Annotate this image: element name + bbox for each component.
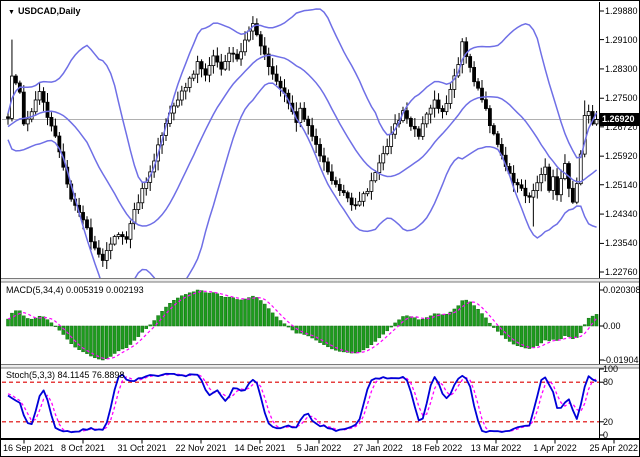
stoch-indicator-label: Stoch(5,3,3) 84.1145 76.8898: [6, 370, 125, 380]
date-axis-label: 16 Sep 2021: [3, 443, 55, 453]
price-axis-label: 1.29880: [605, 6, 638, 16]
chevron-down-icon[interactable]: ▼: [8, 9, 15, 16]
stoch-axis-label: 80: [603, 377, 614, 388]
symbol-title-label: USDCAD,Daily: [17, 6, 81, 16]
stoch-axis-label: 0: [603, 430, 609, 440]
macd-axis-label: 0.020308: [603, 285, 640, 295]
date-axis-label: 27 Jan 2022: [353, 443, 403, 453]
price-axis-label: 1.27500: [605, 93, 638, 104]
price-axis-label: 1.23540: [605, 238, 638, 249]
date-axis-label: 31 Oct 2021: [117, 443, 167, 453]
date-axis-label: 5 Jan 2022: [296, 443, 342, 453]
current-price-tag: 1.26920: [600, 113, 639, 126]
symbol-title[interactable]: ▼ USDCAD,Daily: [8, 6, 80, 16]
date-axis-label: 14 Dec 2021: [234, 443, 286, 453]
macd-axis-label: -0.01904: [603, 355, 639, 365]
date-axis-label: 13 Mar 2022: [470, 443, 522, 453]
macd-indicator-label: MACD(5,34,4) 0.005319 0.002193: [6, 285, 144, 295]
stoch-axis-label: 100: [603, 364, 619, 374]
price-scale[interactable]: [599, 1, 639, 438]
price-axis-label: 1.22760: [605, 267, 638, 277]
date-axis-label: 22 Nov 2021: [175, 443, 227, 453]
date-axis-label: 1 Apr 2022: [533, 443, 577, 453]
date-axis-label: 18 Feb 2022: [411, 443, 463, 453]
stoch-axis-label: 20: [603, 416, 614, 427]
date-axis-label: 25 Apr 2022: [589, 443, 638, 453]
time-scale[interactable]: [1, 440, 639, 456]
date-axis-label: 8 Oct 2021: [60, 443, 106, 453]
price-axis-label: 1.25140: [605, 179, 638, 190]
price-axis-label: 1.24340: [605, 209, 638, 220]
price-axis-label: 1.28300: [605, 63, 638, 74]
macd-axis-label: 0.00: [603, 321, 621, 331]
price-axis-label: 1.29100: [605, 34, 638, 45]
price-axis-label: 1.26720: [605, 121, 638, 132]
price-axis-label: 1.25920: [605, 151, 638, 162]
